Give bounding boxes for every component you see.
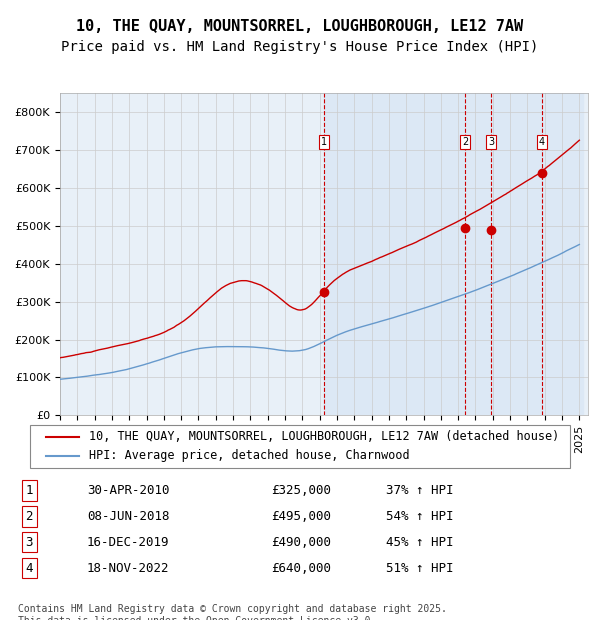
Text: 30-APR-2010: 30-APR-2010 <box>87 484 169 497</box>
Text: 10, THE QUAY, MOUNTSORREL, LOUGHBOROUGH, LE12 7AW: 10, THE QUAY, MOUNTSORREL, LOUGHBOROUGH,… <box>76 19 524 33</box>
Text: 54% ↑ HPI: 54% ↑ HPI <box>386 510 454 523</box>
Text: £495,000: £495,000 <box>271 510 331 523</box>
Text: 16-DEC-2019: 16-DEC-2019 <box>87 536 169 549</box>
Text: 1: 1 <box>26 484 33 497</box>
Text: 51% ↑ HPI: 51% ↑ HPI <box>386 562 454 575</box>
Text: 37% ↑ HPI: 37% ↑ HPI <box>386 484 454 497</box>
Text: 45% ↑ HPI: 45% ↑ HPI <box>386 536 454 549</box>
Text: Contains HM Land Registry data © Crown copyright and database right 2025.
This d: Contains HM Land Registry data © Crown c… <box>18 604 447 620</box>
FancyBboxPatch shape <box>30 425 570 468</box>
Text: 2: 2 <box>26 510 33 523</box>
Bar <box>324 93 583 415</box>
Text: 1: 1 <box>321 137 327 148</box>
Text: 3: 3 <box>488 137 494 148</box>
Text: 18-NOV-2022: 18-NOV-2022 <box>87 562 169 575</box>
Text: 08-JUN-2018: 08-JUN-2018 <box>87 510 169 523</box>
Text: 2: 2 <box>462 137 469 148</box>
Text: 10, THE QUAY, MOUNTSORREL, LOUGHBOROUGH, LE12 7AW (detached house): 10, THE QUAY, MOUNTSORREL, LOUGHBOROUGH,… <box>89 430 560 443</box>
Text: Price paid vs. HM Land Registry's House Price Index (HPI): Price paid vs. HM Land Registry's House … <box>61 40 539 55</box>
Text: £490,000: £490,000 <box>271 536 331 549</box>
Text: £325,000: £325,000 <box>271 484 331 497</box>
Text: 3: 3 <box>26 536 33 549</box>
Text: 4: 4 <box>26 562 33 575</box>
Text: 4: 4 <box>539 137 545 148</box>
Text: HPI: Average price, detached house, Charnwood: HPI: Average price, detached house, Char… <box>89 450 410 463</box>
Text: £640,000: £640,000 <box>271 562 331 575</box>
